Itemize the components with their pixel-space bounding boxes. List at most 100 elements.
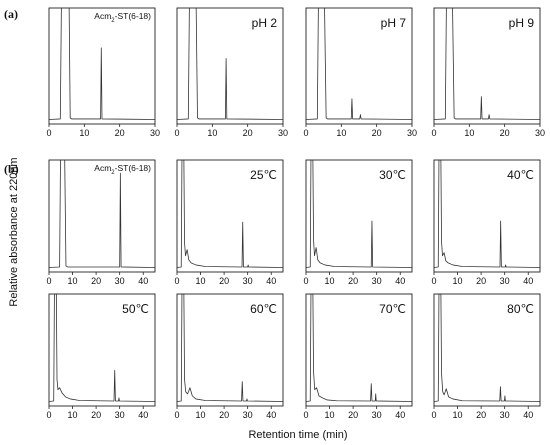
x-tick-label: 0 [431,410,436,420]
chromatogram-trace [49,294,155,402]
panel-frame [433,159,541,273]
x-tick-label: 20 [91,410,101,420]
x-tick-label: 10 [196,276,206,286]
y-axis-title: Relative absorbance at 220nm [8,157,20,306]
panel-frame [305,159,413,273]
x-tick-label: 30 [407,128,417,138]
x-tick-label: 0 [303,410,308,420]
chromatogram-panel: 0 10 20 30 40 30℃ [303,159,413,286]
chromatogram-trace [306,8,412,120]
x-tick-label: 0 [174,410,179,420]
chromatogram-trace [49,160,155,268]
chromatogram-trace [306,294,412,402]
x-tick-label: 40 [138,276,148,286]
chromatogram-panel: 0 10 20 30 Acm2-ST(6-18) [46,7,160,138]
panel-frame [433,293,541,407]
chromatogram-panel: 0 10 20 30 40 40℃ [431,159,541,286]
x-tick-label: 0 [46,410,51,420]
x-tick-label: 10 [325,276,335,286]
x-tick-label: 40 [395,276,405,286]
x-tick-label: 10 [196,410,206,420]
x-tick-label: 10 [464,128,474,138]
chromatogram-panel: 0 10 20 30 pH 9 [431,7,545,138]
x-tick-label: 20 [243,128,253,138]
chromatogram-trace [306,160,412,268]
x-tick-label: 20 [348,410,358,420]
chromatogram-trace [177,294,283,402]
x-tick-label: 20 [219,276,229,286]
chromatogram-panel: 0 10 20 30 pH 7 [303,7,417,138]
chromatogram-trace [177,8,283,120]
panel-frame [176,159,284,273]
x-tick-label: 0 [431,276,436,286]
x-tick-label: 40 [523,276,533,286]
x-tick-label: 10 [79,128,89,138]
chromatogram-panel: 0 10 20 30 40 60℃ [174,293,284,420]
chromatogram-panel: 0 10 20 30 40 70℃ [303,293,413,420]
chromatogram-panel: 0 10 20 30 pH 2 [174,7,288,138]
condition-label: pH 9 [509,16,535,30]
x-tick-label: 30 [372,276,382,286]
x-tick-label: 40 [395,410,405,420]
x-tick-label: 10 [68,276,78,286]
x-tick-label: 0 [46,128,51,138]
panel-frame [48,293,156,407]
chromatogram-trace [434,160,540,268]
condition-label: 50℃ [122,302,149,316]
x-tick-label: 20 [91,276,101,286]
x-tick-label: 20 [219,410,229,420]
condition-label: 30℃ [379,168,406,182]
x-tick-label: 30 [115,410,125,420]
x-tick-label: 30 [243,276,253,286]
x-tick-label: 40 [138,410,148,420]
x-tick-label: 0 [431,128,436,138]
x-tick-label: 10 [68,410,78,420]
condition-label: 40℃ [507,168,534,182]
x-tick-label: 30 [500,276,510,286]
panels-group: 0 10 20 30 Acm2-ST(6-18) 0 10 20 30 pH 2 0 10 20 30 pH… [46,7,545,420]
x-tick-label: 30 [115,276,125,286]
condition-label: 60℃ [250,302,277,316]
condition-label: 25℃ [250,168,277,182]
part-label-a: (a) [4,7,18,21]
x-tick-label: 20 [372,128,382,138]
condition-label: 80℃ [507,302,534,316]
chromatogram-trace [434,8,540,120]
x-tick-label: 10 [336,128,346,138]
x-tick-label: 0 [174,276,179,286]
x-tick-label: 10 [453,276,463,286]
x-tick-label: 30 [243,410,253,420]
x-tick-label: 0 [174,128,179,138]
chromatogram-trace [49,8,155,120]
x-tick-label: 10 [325,410,335,420]
chromatogram-trace [434,294,540,402]
x-axis-title: Retention time (min) [248,429,347,441]
x-tick-label: 20 [476,410,486,420]
panel-frame [176,293,284,407]
chromatogram-panel: 0 10 20 30 40 25℃ [174,159,284,286]
x-tick-label: 20 [476,276,486,286]
x-tick-label: 30 [278,128,288,138]
x-tick-label: 20 [348,276,358,286]
part-label-b: (b) [4,162,19,176]
x-tick-label: 10 [453,410,463,420]
x-tick-label: 20 [115,128,125,138]
panel-frame [48,159,156,273]
chromatogram-panel: 0 10 20 30 40 50℃ [46,293,156,420]
x-tick-label: 30 [372,410,382,420]
x-tick-label: 10 [207,128,217,138]
panel-frame [176,7,284,125]
panel-frame [305,7,413,125]
chromatogram-panel: 0 10 20 30 40 80℃ [431,293,541,420]
chromatogram-panel: 0 10 20 30 40 Acm2-ST(6-18) [46,159,156,286]
x-tick-label: 40 [266,410,276,420]
x-tick-label: 40 [523,410,533,420]
reference-label: Acm2-ST(6-18) [94,11,151,24]
x-tick-label: 30 [535,128,545,138]
x-tick-label: 30 [150,128,160,138]
x-tick-label: 30 [500,410,510,420]
condition-label: pH 2 [252,16,278,30]
x-tick-label: 0 [303,128,308,138]
x-tick-label: 20 [500,128,510,138]
